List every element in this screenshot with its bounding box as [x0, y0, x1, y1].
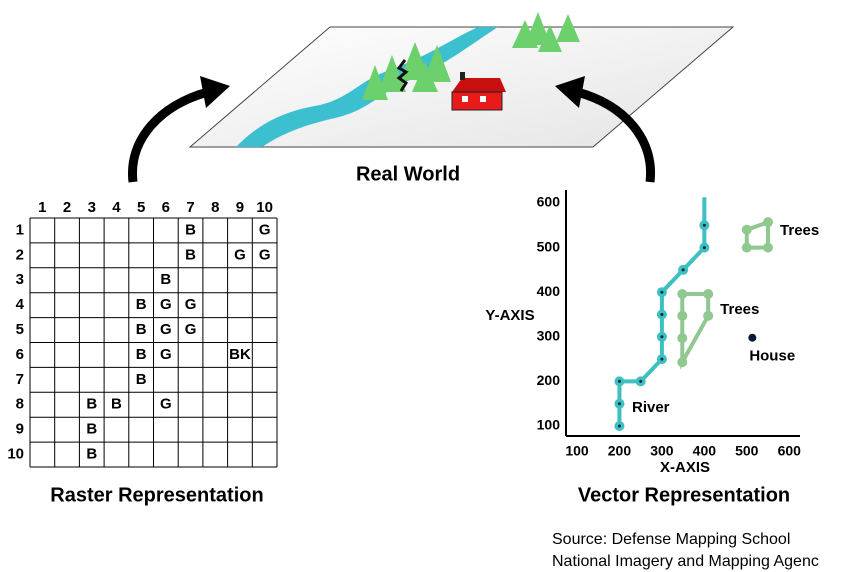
column-label: 3	[88, 199, 96, 216]
column-label: 1	[38, 199, 46, 216]
trees-vertex	[741, 224, 752, 235]
y-tick-label: 200	[537, 372, 561, 388]
x-axis-label: X-AXIS	[660, 459, 710, 476]
caption: Vector Representation	[578, 484, 790, 506]
column-label: 8	[211, 199, 219, 216]
row-label: 6	[16, 346, 24, 363]
series-label: Trees	[720, 301, 759, 318]
row-label: 7	[16, 371, 24, 388]
column-label: 2	[63, 199, 71, 216]
arrow	[575, 87, 656, 183]
series-label: River	[632, 399, 670, 416]
path	[396, 59, 409, 92]
row-label: 5	[16, 321, 24, 338]
row-label: 8	[16, 396, 24, 413]
row-label: 10	[7, 446, 24, 463]
y-axis-label: Y-AXIS	[485, 307, 534, 324]
y-tick-label: 300	[537, 328, 561, 344]
column-label: 10	[256, 199, 273, 216]
column-label: 4	[112, 199, 121, 216]
cell-code: B	[86, 421, 97, 438]
trees-vertex	[763, 217, 774, 228]
row-label: 1	[16, 221, 24, 238]
series-label: House	[749, 348, 795, 365]
vertex-dot	[681, 268, 685, 272]
source-text: Source: Defense Mapping School	[552, 531, 790, 548]
x-tick-label: 100	[565, 443, 589, 459]
column-label: 5	[137, 199, 145, 216]
vertex-dot	[617, 402, 621, 406]
title: Real World	[356, 163, 460, 185]
cell-code: B	[86, 446, 97, 463]
vertex-dot	[617, 379, 621, 383]
cell-code: B	[160, 271, 171, 288]
x-tick-label: 600	[778, 443, 802, 459]
x-tick-label: 500	[735, 443, 759, 459]
cell-code: BK	[229, 346, 251, 363]
vertex-dot	[660, 335, 664, 339]
column-label: 9	[236, 199, 244, 216]
y-tick-label: 100	[537, 417, 561, 433]
trees-vertex	[703, 288, 714, 299]
y-tick-label: 600	[537, 194, 561, 210]
cell-code: B	[136, 371, 147, 388]
y-tick-label: 500	[537, 238, 561, 254]
cell-code: G	[160, 321, 172, 338]
cell-code: G	[185, 321, 197, 338]
cell-code: B	[86, 396, 97, 413]
source-text: National Imagery and Mapping Agenc	[552, 553, 819, 570]
cell-code: B	[111, 396, 122, 413]
trees-vertex	[703, 310, 714, 321]
cell-code: B	[185, 246, 196, 263]
trees-polygon	[680, 291, 711, 370]
house	[451, 72, 506, 111]
trees	[362, 12, 580, 100]
cell-code: G	[160, 396, 172, 413]
trees-vertex	[677, 333, 688, 344]
x-tick-label: 200	[608, 443, 632, 459]
arrow	[128, 87, 210, 183]
real-world-scene	[188, 12, 735, 148]
vertex-dot	[702, 223, 706, 227]
row-label: 3	[16, 271, 24, 288]
vertex-dot	[702, 246, 706, 250]
x-tick-label: 400	[693, 443, 717, 459]
trees-vertex	[763, 242, 774, 253]
cell-code: B	[136, 321, 147, 338]
cell-code: G	[259, 221, 271, 238]
vertex-dot	[660, 313, 664, 316]
arrow-head	[200, 76, 230, 108]
column-label: 6	[162, 199, 170, 216]
trees-vertex	[677, 310, 688, 321]
cell-code: B	[136, 346, 147, 363]
x-tick-label: 300	[650, 443, 674, 459]
vertex-dot	[660, 357, 664, 361]
vertex-dot	[617, 424, 621, 428]
row-label: 4	[16, 296, 25, 313]
trees-vertex	[677, 288, 688, 299]
row-label: 2	[16, 246, 24, 263]
series-label: Trees	[780, 222, 819, 239]
y-tick-label: 400	[537, 283, 561, 299]
column-label: 7	[186, 199, 194, 216]
cell-code: G	[234, 246, 246, 263]
caption: Raster Representation	[50, 484, 263, 506]
row-label: 9	[16, 421, 24, 438]
cell-code: G	[259, 246, 271, 263]
vertex-dot	[639, 379, 643, 383]
arrow-head	[555, 76, 585, 108]
trees-vertex	[677, 357, 688, 368]
cell-code: G	[160, 296, 172, 313]
cell-code: B	[185, 221, 196, 238]
cell-code: G	[160, 346, 172, 363]
cell-code: G	[185, 296, 197, 313]
vertex-dot	[660, 290, 664, 294]
cell-code: B	[136, 296, 147, 313]
trees-vertex	[741, 242, 752, 253]
house-point	[748, 333, 757, 342]
